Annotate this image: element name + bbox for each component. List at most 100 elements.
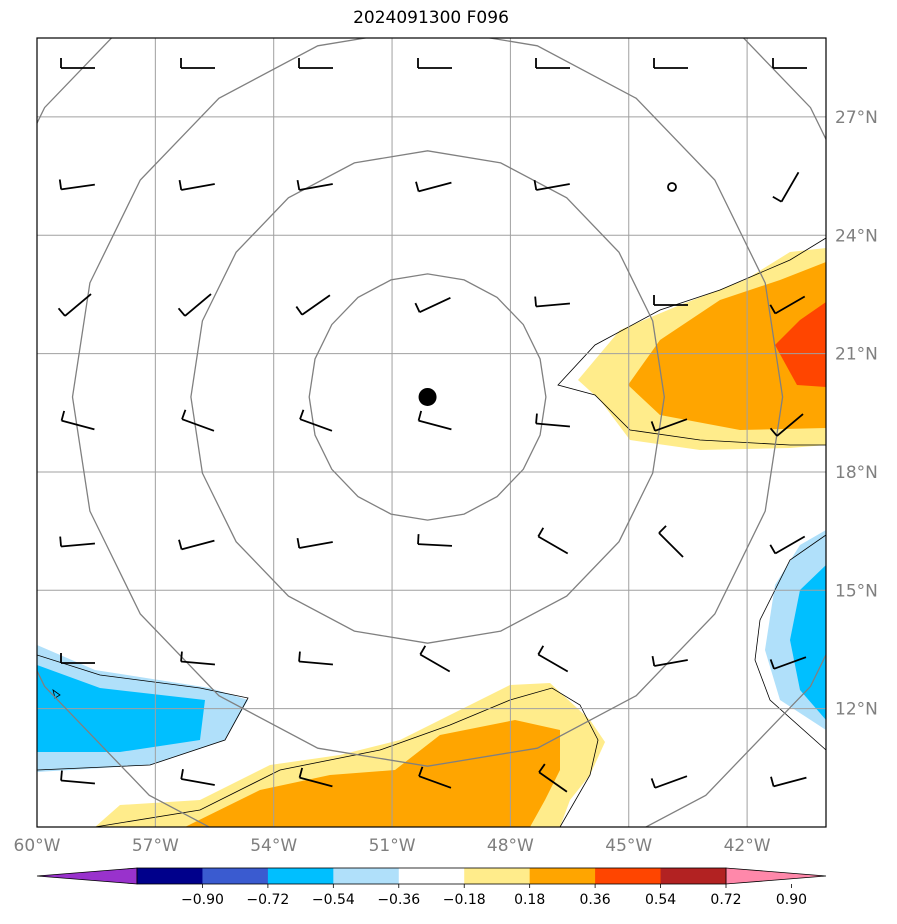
latitude-tick-label: 15°N — [835, 581, 878, 601]
colorbar-outline — [136, 867, 727, 885]
longitude-tick-label: 54°W — [250, 836, 297, 856]
wind-barb — [658, 525, 684, 558]
colorbar-tick-label: 0.18 — [514, 892, 545, 908]
wind-barb — [769, 295, 806, 315]
wind-barb — [415, 181, 452, 193]
colorbar-segment — [137, 868, 203, 884]
wind-barb — [653, 58, 688, 69]
colorbar-segment — [267, 868, 334, 884]
wind-barb — [537, 645, 569, 673]
map-frame — [36, 37, 827, 828]
longitude-tick-label: 57°W — [132, 836, 179, 856]
colorbar-tick-label: −0.36 — [377, 892, 420, 908]
colorbar-tick-label: 0.36 — [580, 892, 611, 908]
wind-barb — [650, 775, 688, 789]
wind-barb — [177, 293, 212, 317]
range-rings — [37, 38, 826, 827]
colorbar-segment — [398, 868, 465, 884]
range-ring — [308, 273, 547, 521]
wind-barb — [417, 58, 452, 69]
wind-barb — [299, 409, 333, 432]
map-plot-area — [37, 38, 826, 827]
colorbar: −0.90 −0.72 −0.54 −0.36 −0.18 0.18 0.36 0.54 0.7… — [36, 867, 827, 908]
wind-barb — [178, 179, 215, 191]
wind-barb — [298, 58, 333, 69]
wind-barb — [298, 651, 334, 666]
colorbar-extend-low — [36, 867, 138, 885]
wind-barb — [772, 171, 800, 203]
longitude-tick-label: 48°W — [487, 836, 534, 856]
calm-wind-marker — [667, 182, 677, 192]
wind-barb — [535, 58, 570, 69]
latitude-tick-label: 24°N — [835, 226, 878, 246]
wind-barb — [417, 534, 453, 547]
colorbar-tick-label: −0.90 — [181, 892, 224, 908]
range-ring — [71, 38, 784, 767]
wind-barb — [181, 409, 215, 432]
wind-barb — [414, 296, 451, 314]
wind-barb — [180, 651, 216, 666]
wind-barb — [59, 536, 96, 548]
wind-barb — [653, 295, 688, 306]
wind-barb — [295, 294, 331, 316]
colorbar-segment — [529, 868, 596, 884]
wind-barb — [537, 527, 569, 555]
latitude-tick-labels: 27°N 24°N 21°N 18°N 15°N 12°N — [835, 108, 878, 720]
wind-barb — [535, 413, 571, 428]
colorbar-extend-high — [725, 867, 827, 885]
wind-barbs — [57, 58, 807, 793]
wind-barb — [418, 766, 452, 789]
map-title: 2024091300 F096 — [353, 8, 509, 28]
colorbar-segment — [595, 868, 662, 884]
wind-barb — [651, 655, 688, 667]
longitude-tick-label: 45°W — [605, 836, 652, 856]
latitude-tick-label: 18°N — [835, 463, 878, 483]
wind-barb — [296, 537, 333, 549]
wind-barb — [769, 656, 807, 670]
colorbar-tick-label: −0.54 — [312, 892, 355, 908]
wind-barb — [770, 776, 807, 788]
wind-barb — [419, 645, 451, 673]
longitude-tick-label: 51°W — [369, 836, 416, 856]
range-ring — [190, 150, 665, 644]
wind-barb — [298, 767, 333, 788]
colorbar-tick-label: 0.54 — [645, 892, 676, 908]
wind-barb — [769, 535, 806, 555]
longitude-tick-label: 42°W — [724, 836, 771, 856]
storm-center-marker — [418, 387, 437, 406]
wind-barb — [60, 410, 95, 431]
colorbar-segment — [202, 868, 269, 884]
latitude-tick-label: 12°N — [835, 700, 878, 720]
wind-barb — [534, 296, 571, 308]
lat-lon-grid — [37, 38, 826, 827]
wind-barb — [60, 58, 95, 69]
wind-barb — [60, 770, 96, 785]
wind-barb — [417, 410, 452, 431]
colorbar-tick-label: 0.72 — [710, 892, 741, 908]
wind-barb — [178, 539, 215, 551]
positive-anomaly-south — [95, 683, 605, 827]
colorbar-tick-label: −0.72 — [246, 892, 289, 908]
latitude-tick-label: 21°N — [835, 345, 878, 365]
wind-barb — [180, 769, 215, 786]
colorbar-tick-label: −0.18 — [443, 892, 486, 908]
positive-anomaly-east — [578, 248, 826, 450]
colorbar-tick-label: 0.90 — [776, 892, 807, 908]
longitude-tick-labels: 60°W 57°W 54°W 51°W 48°W 45°W 42°W — [14, 836, 771, 856]
wind-barb — [296, 179, 333, 191]
wind-barb — [60, 653, 95, 664]
wind-barb — [772, 58, 807, 69]
latitude-tick-label: 27°N — [835, 108, 878, 128]
wind-barb — [58, 179, 95, 191]
wind-barb — [769, 413, 804, 437]
longitude-tick-label: 60°W — [14, 836, 61, 856]
wind-barb — [180, 58, 215, 69]
colorbar-segment — [464, 868, 531, 884]
wind-barb — [57, 293, 92, 317]
range-ring — [37, 38, 826, 827]
wind-barb — [538, 763, 568, 793]
wind-barb — [533, 179, 570, 191]
wind-barb — [650, 418, 688, 432]
colorbar-segment — [660, 868, 727, 884]
